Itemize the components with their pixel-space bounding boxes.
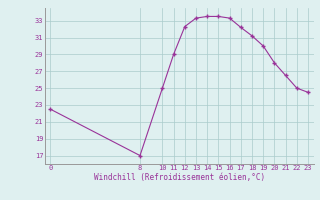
X-axis label: Windchill (Refroidissement éolien,°C): Windchill (Refroidissement éolien,°C) <box>94 173 265 182</box>
